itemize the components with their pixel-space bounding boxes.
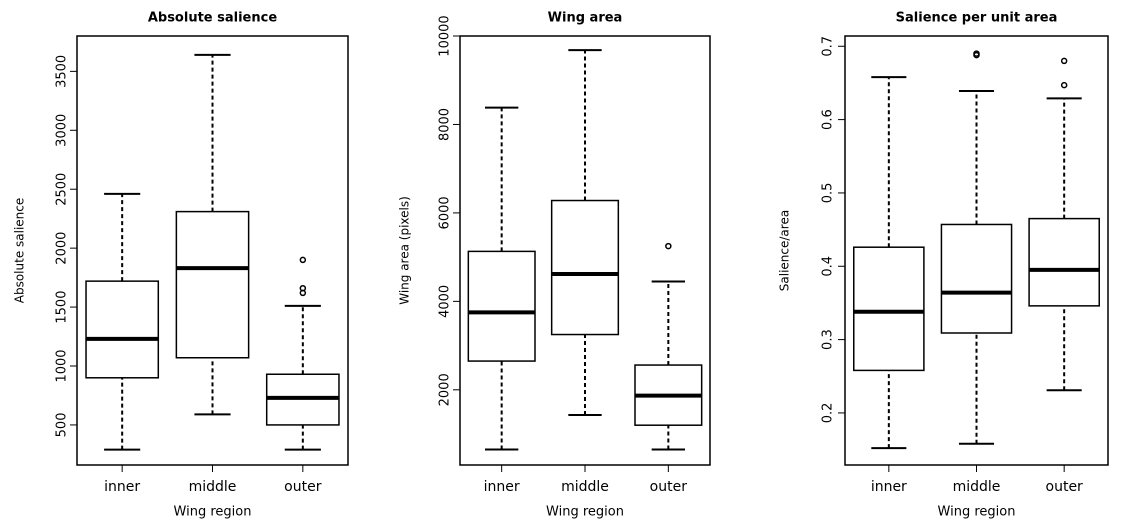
outlier: [1060, 81, 1068, 89]
y-tick-label: 2000: [438, 373, 453, 406]
y-tick-label: 1500: [55, 291, 70, 324]
box: [1028, 217, 1100, 307]
x-tick-label: outer: [650, 479, 688, 495]
box: [85, 280, 160, 379]
y-tick-label: 2000: [55, 232, 70, 265]
x-tick-label: inner: [484, 479, 520, 495]
outlier: [299, 256, 307, 264]
y-tick-label: 0.4: [821, 256, 836, 277]
x-axis-label: Wing region: [938, 505, 1016, 520]
y-tick-label: 3000: [55, 114, 70, 147]
x-tick-label: middle: [561, 479, 609, 495]
y-tick-label: 2500: [55, 173, 70, 206]
outlier: [973, 50, 980, 57]
x-tick-label: inner: [871, 479, 907, 495]
y-tick-label: 500: [55, 413, 70, 438]
y-tick-label: 0.6: [821, 109, 836, 130]
x-tick-label: outer: [284, 479, 322, 495]
outlier: [299, 284, 307, 292]
y-tick-label: 8000: [438, 108, 453, 141]
chart-title: Absolute salience: [148, 11, 278, 26]
y-tick-label: 10000: [438, 15, 453, 56]
x-tick-label: inner: [104, 479, 140, 495]
y-axis-label: Wing area (pixels): [398, 196, 412, 305]
y-tick-label: 0.3: [821, 329, 836, 350]
y-tick-label: 1000: [55, 349, 70, 382]
y-axis-label: Salience/area: [778, 210, 792, 291]
y-tick-label: 3500: [55, 55, 70, 88]
box: [550, 199, 620, 336]
box: [940, 223, 1013, 334]
x-tick-label: outer: [1046, 479, 1084, 495]
y-tick-label: 0.7: [821, 36, 836, 57]
chart-title: Wing area: [548, 11, 623, 26]
outlier: [1060, 57, 1068, 65]
outlier: [665, 242, 672, 250]
y-axis-label: Absolute salience: [13, 198, 27, 304]
x-axis-label: Wing region: [546, 505, 624, 520]
x-tick-label: middle: [189, 479, 237, 495]
chart-title: Salience per unit area: [896, 11, 1058, 26]
x-axis-label: Wing region: [174, 505, 252, 520]
y-tick-label: 6000: [438, 196, 453, 229]
box: [467, 250, 536, 362]
y-tick-label: 0.2: [821, 403, 836, 424]
box: [853, 246, 925, 372]
y-tick-label: 0.5: [821, 183, 836, 204]
x-tick-label: middle: [953, 479, 1001, 495]
y-tick-label: 4000: [438, 285, 453, 318]
box: [175, 210, 250, 359]
